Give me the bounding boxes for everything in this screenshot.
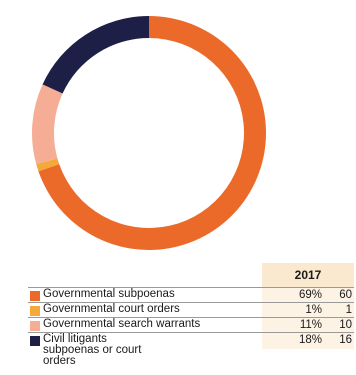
count-value: 10	[339, 319, 352, 331]
slice-governmental-search-warrants	[31, 84, 63, 165]
percent-value: 1%	[305, 304, 322, 316]
legend-label: Governmental subpoenas	[43, 288, 175, 300]
legend-label: Civil litigants subpoenas or court order…	[43, 333, 142, 367]
percent-value: 11%	[299, 319, 322, 331]
legend-row-governmental-search-warrants: Governmental search warrants 11% 10	[28, 317, 354, 333]
year-column-header	[262, 263, 354, 287]
year-column-body	[262, 287, 354, 349]
legend-swatch	[30, 306, 40, 316]
donut-chart	[31, 16, 266, 251]
legend-row-governmental-court-orders: Governmental court orders 1% 1	[28, 302, 354, 318]
year-label: 2017	[294, 268, 322, 282]
legend-swatch	[30, 336, 40, 346]
legend-swatch	[30, 291, 40, 301]
legend-row-civil-litigants: Civil litigants subpoenas or court order…	[28, 332, 354, 367]
percent-value: 69%	[298, 289, 322, 301]
count-value: 1	[345, 304, 352, 316]
count-value: 16	[339, 334, 352, 346]
legend-row-governmental-subpoenas: Governmental subpoenas 69% 60	[28, 287, 354, 303]
legend-label: Governmental search warrants	[43, 318, 201, 330]
legend-label: Governmental court orders	[43, 303, 180, 315]
slice-governmental-court-orders	[36, 158, 60, 172]
count-value: 60	[339, 289, 352, 301]
legend-swatch	[30, 321, 40, 331]
slice-civil-litigants	[42, 16, 149, 94]
percent-value: 18%	[298, 334, 322, 346]
